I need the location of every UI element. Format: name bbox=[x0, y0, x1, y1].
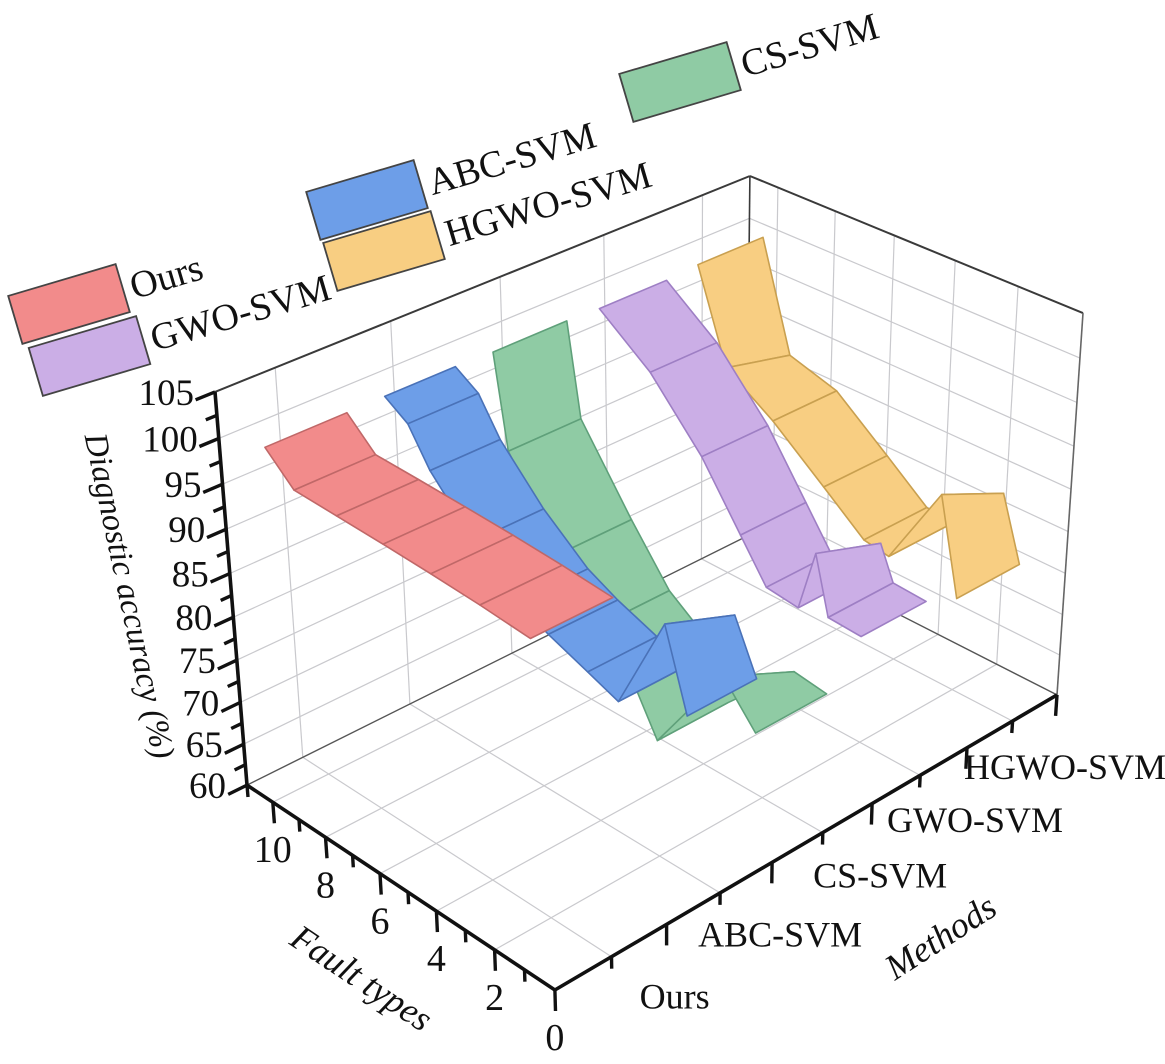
svg-text:70: 70 bbox=[182, 683, 219, 724]
svg-text:HGWO-SVM: HGWO-SVM bbox=[964, 747, 1165, 787]
svg-text:80: 80 bbox=[175, 598, 212, 639]
svg-text:10: 10 bbox=[254, 829, 292, 871]
svg-text:65: 65 bbox=[186, 725, 223, 766]
svg-text:ABC-SVM: ABC-SVM bbox=[698, 914, 862, 954]
svg-text:4: 4 bbox=[427, 938, 446, 980]
svg-text:75: 75 bbox=[179, 641, 216, 682]
svg-text:CS-SVM: CS-SVM bbox=[813, 856, 947, 896]
svg-text:90: 90 bbox=[168, 510, 205, 551]
svg-text:2: 2 bbox=[485, 977, 504, 1019]
svg-text:6: 6 bbox=[371, 901, 390, 943]
svg-text:60: 60 bbox=[189, 766, 226, 807]
svg-text:GWO-SVM: GWO-SVM bbox=[887, 800, 1063, 840]
svg-text:100: 100 bbox=[142, 419, 198, 460]
svg-text:0: 0 bbox=[545, 1017, 564, 1059]
svg-text:8: 8 bbox=[316, 864, 335, 906]
svg-text:85: 85 bbox=[172, 555, 209, 596]
svg-text:105: 105 bbox=[139, 373, 195, 414]
svg-text:95: 95 bbox=[165, 465, 202, 506]
svg-text:Ours: Ours bbox=[640, 976, 710, 1016]
